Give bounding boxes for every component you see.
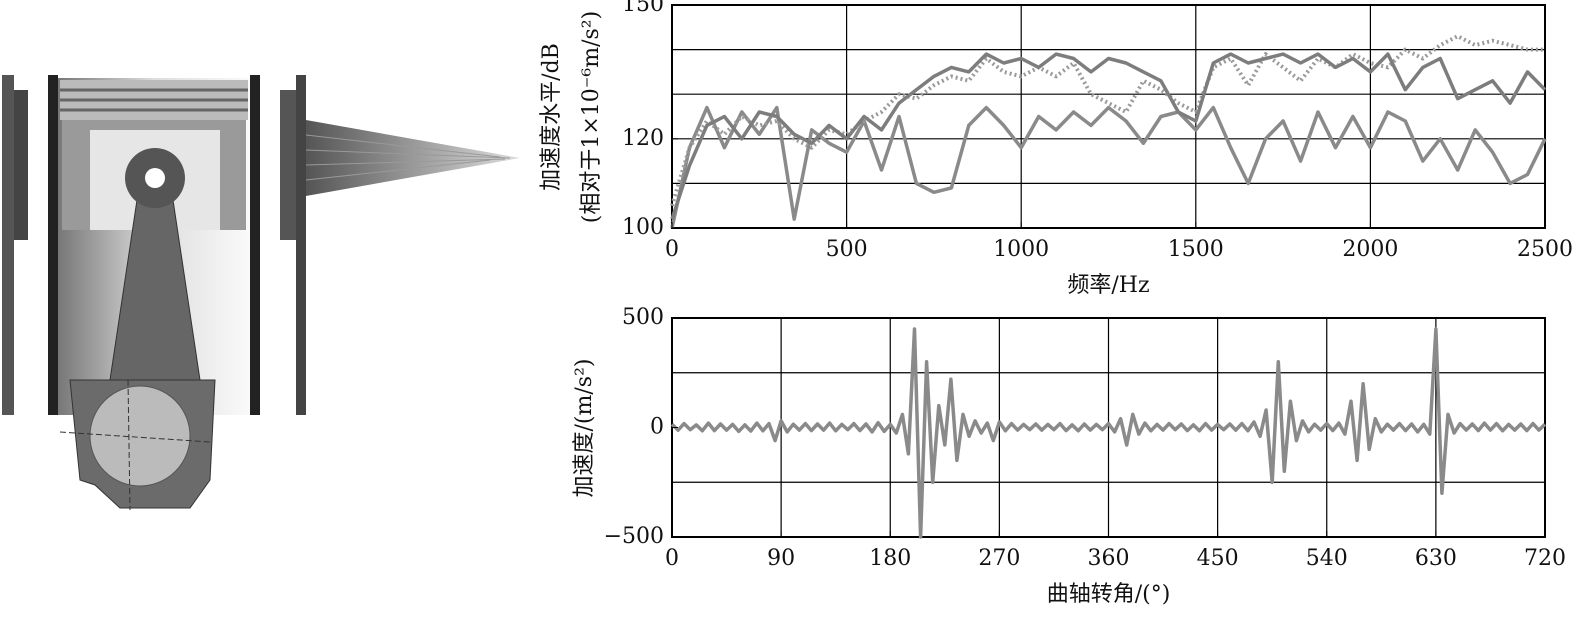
y-tick-label: 0 <box>650 415 664 440</box>
y-tick-label: −500 <box>604 524 664 549</box>
x-tick-label: 180 <box>869 546 911 571</box>
plot: 0 90 180 270 360 450 540 630 720−5000500曲轴转角/(°)… <box>572 305 1566 607</box>
x-tick-label: 1500 <box>1168 237 1224 262</box>
y-axis-label: 加速度/(m/s²) <box>572 359 597 498</box>
x-tick-label: 540 <box>1306 546 1348 571</box>
x-tick-label: 500 <box>826 237 868 262</box>
x-tick-label: 1000 <box>993 237 1049 262</box>
data-line <box>670 52 1547 220</box>
y-tick-label: 120 <box>622 126 664 151</box>
x-tick-label: 450 <box>1197 546 1239 571</box>
data-line <box>670 105 1547 229</box>
x-tick-label: 360 <box>1088 546 1130 571</box>
x-tick-label: 630 <box>1415 546 1457 571</box>
piston-drawing <box>2 75 520 511</box>
x-tick-label: 90 <box>767 546 795 571</box>
y-axis-label: 加速度水平/dB <box>539 43 564 191</box>
x-tick-label: 2000 <box>1342 237 1398 262</box>
x-axis-label: 曲轴转角/(°) <box>1047 582 1171 607</box>
plot: 0 500 1000 1500 2000 2500 100 120 150 频率/Hz 加速度水平/… <box>539 0 1573 298</box>
y-tick-label: 500 <box>622 305 664 330</box>
plot-frame <box>671 4 1546 229</box>
data-line <box>670 327 1547 539</box>
x-axis-label: 频率/Hz <box>1067 273 1149 298</box>
y-axis-label: (相对于1×10⁻⁶m/s²) <box>579 11 604 223</box>
x-tick-label: 2500 <box>1517 237 1573 262</box>
x-tick-label: 0 <box>665 546 679 571</box>
y-tick-label: 100 <box>622 215 664 240</box>
x-tick-label: 270 <box>978 546 1020 571</box>
x-tick-label: 0 <box>665 237 679 262</box>
y-tick-label: 150 <box>622 0 664 17</box>
x-tick-label: 720 <box>1524 546 1566 571</box>
